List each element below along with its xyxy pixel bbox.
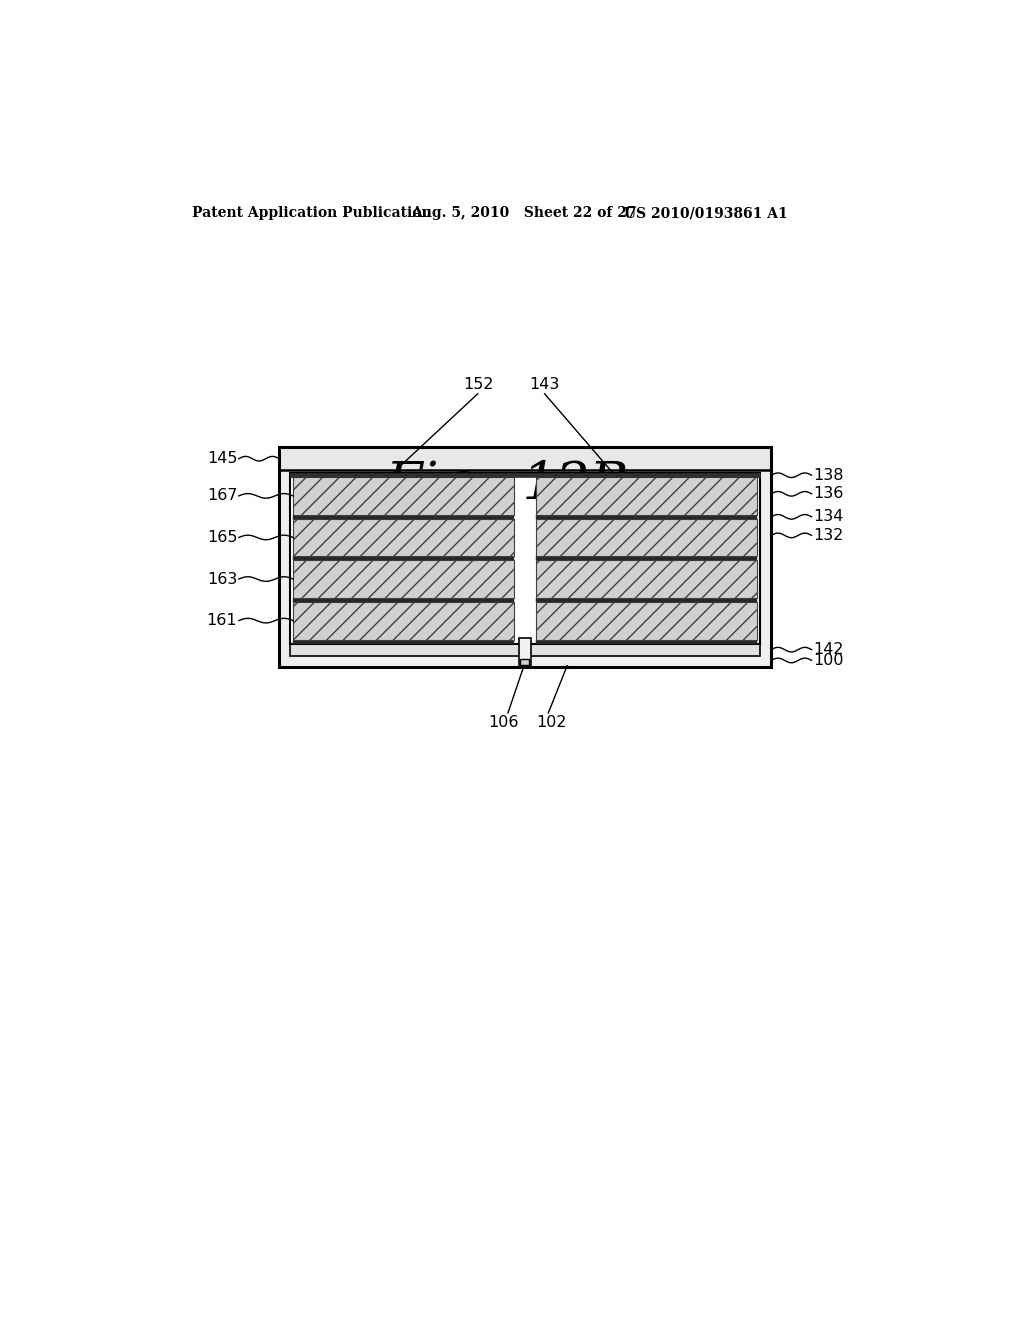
Bar [293,602,514,640]
Text: 163: 163 [207,572,238,586]
Text: Fig.  12B: Fig. 12B [386,461,630,511]
Text: 167: 167 [207,488,238,503]
Text: 152: 152 [463,376,494,392]
Bar [536,515,758,519]
Text: 102: 102 [537,715,567,730]
Text: 142: 142 [813,642,844,657]
Bar [518,638,531,665]
Bar [280,447,771,470]
Bar [536,598,758,602]
Bar [293,478,514,515]
Text: 143: 143 [529,376,559,392]
Text: Patent Application Publication: Patent Application Publication [191,206,431,220]
Text: 134: 134 [813,510,844,524]
Bar [280,447,771,667]
Bar [293,557,514,561]
Bar [536,478,758,515]
Text: 145: 145 [207,451,238,466]
Text: 138: 138 [813,467,844,483]
Text: US 2010/0193861 A1: US 2010/0193861 A1 [624,206,787,220]
Text: Aug. 5, 2010   Sheet 22 of 27: Aug. 5, 2010 Sheet 22 of 27 [411,206,636,220]
Bar [290,474,761,478]
Bar [280,447,771,667]
Bar [293,519,514,557]
Text: 106: 106 [487,715,518,730]
Text: 132: 132 [813,528,844,543]
Bar [536,519,758,557]
Text: 161: 161 [207,612,238,628]
Bar [536,602,758,640]
Text: 165: 165 [207,529,238,545]
Bar [293,515,514,519]
Bar [290,644,761,656]
Bar [520,659,529,665]
Bar [536,640,758,644]
Bar [293,640,514,644]
Text: 100: 100 [813,653,844,668]
Bar [293,598,514,602]
Bar [293,561,514,598]
Bar [536,561,758,598]
Text: 136: 136 [813,486,844,502]
Bar [290,474,761,644]
Bar [536,557,758,561]
